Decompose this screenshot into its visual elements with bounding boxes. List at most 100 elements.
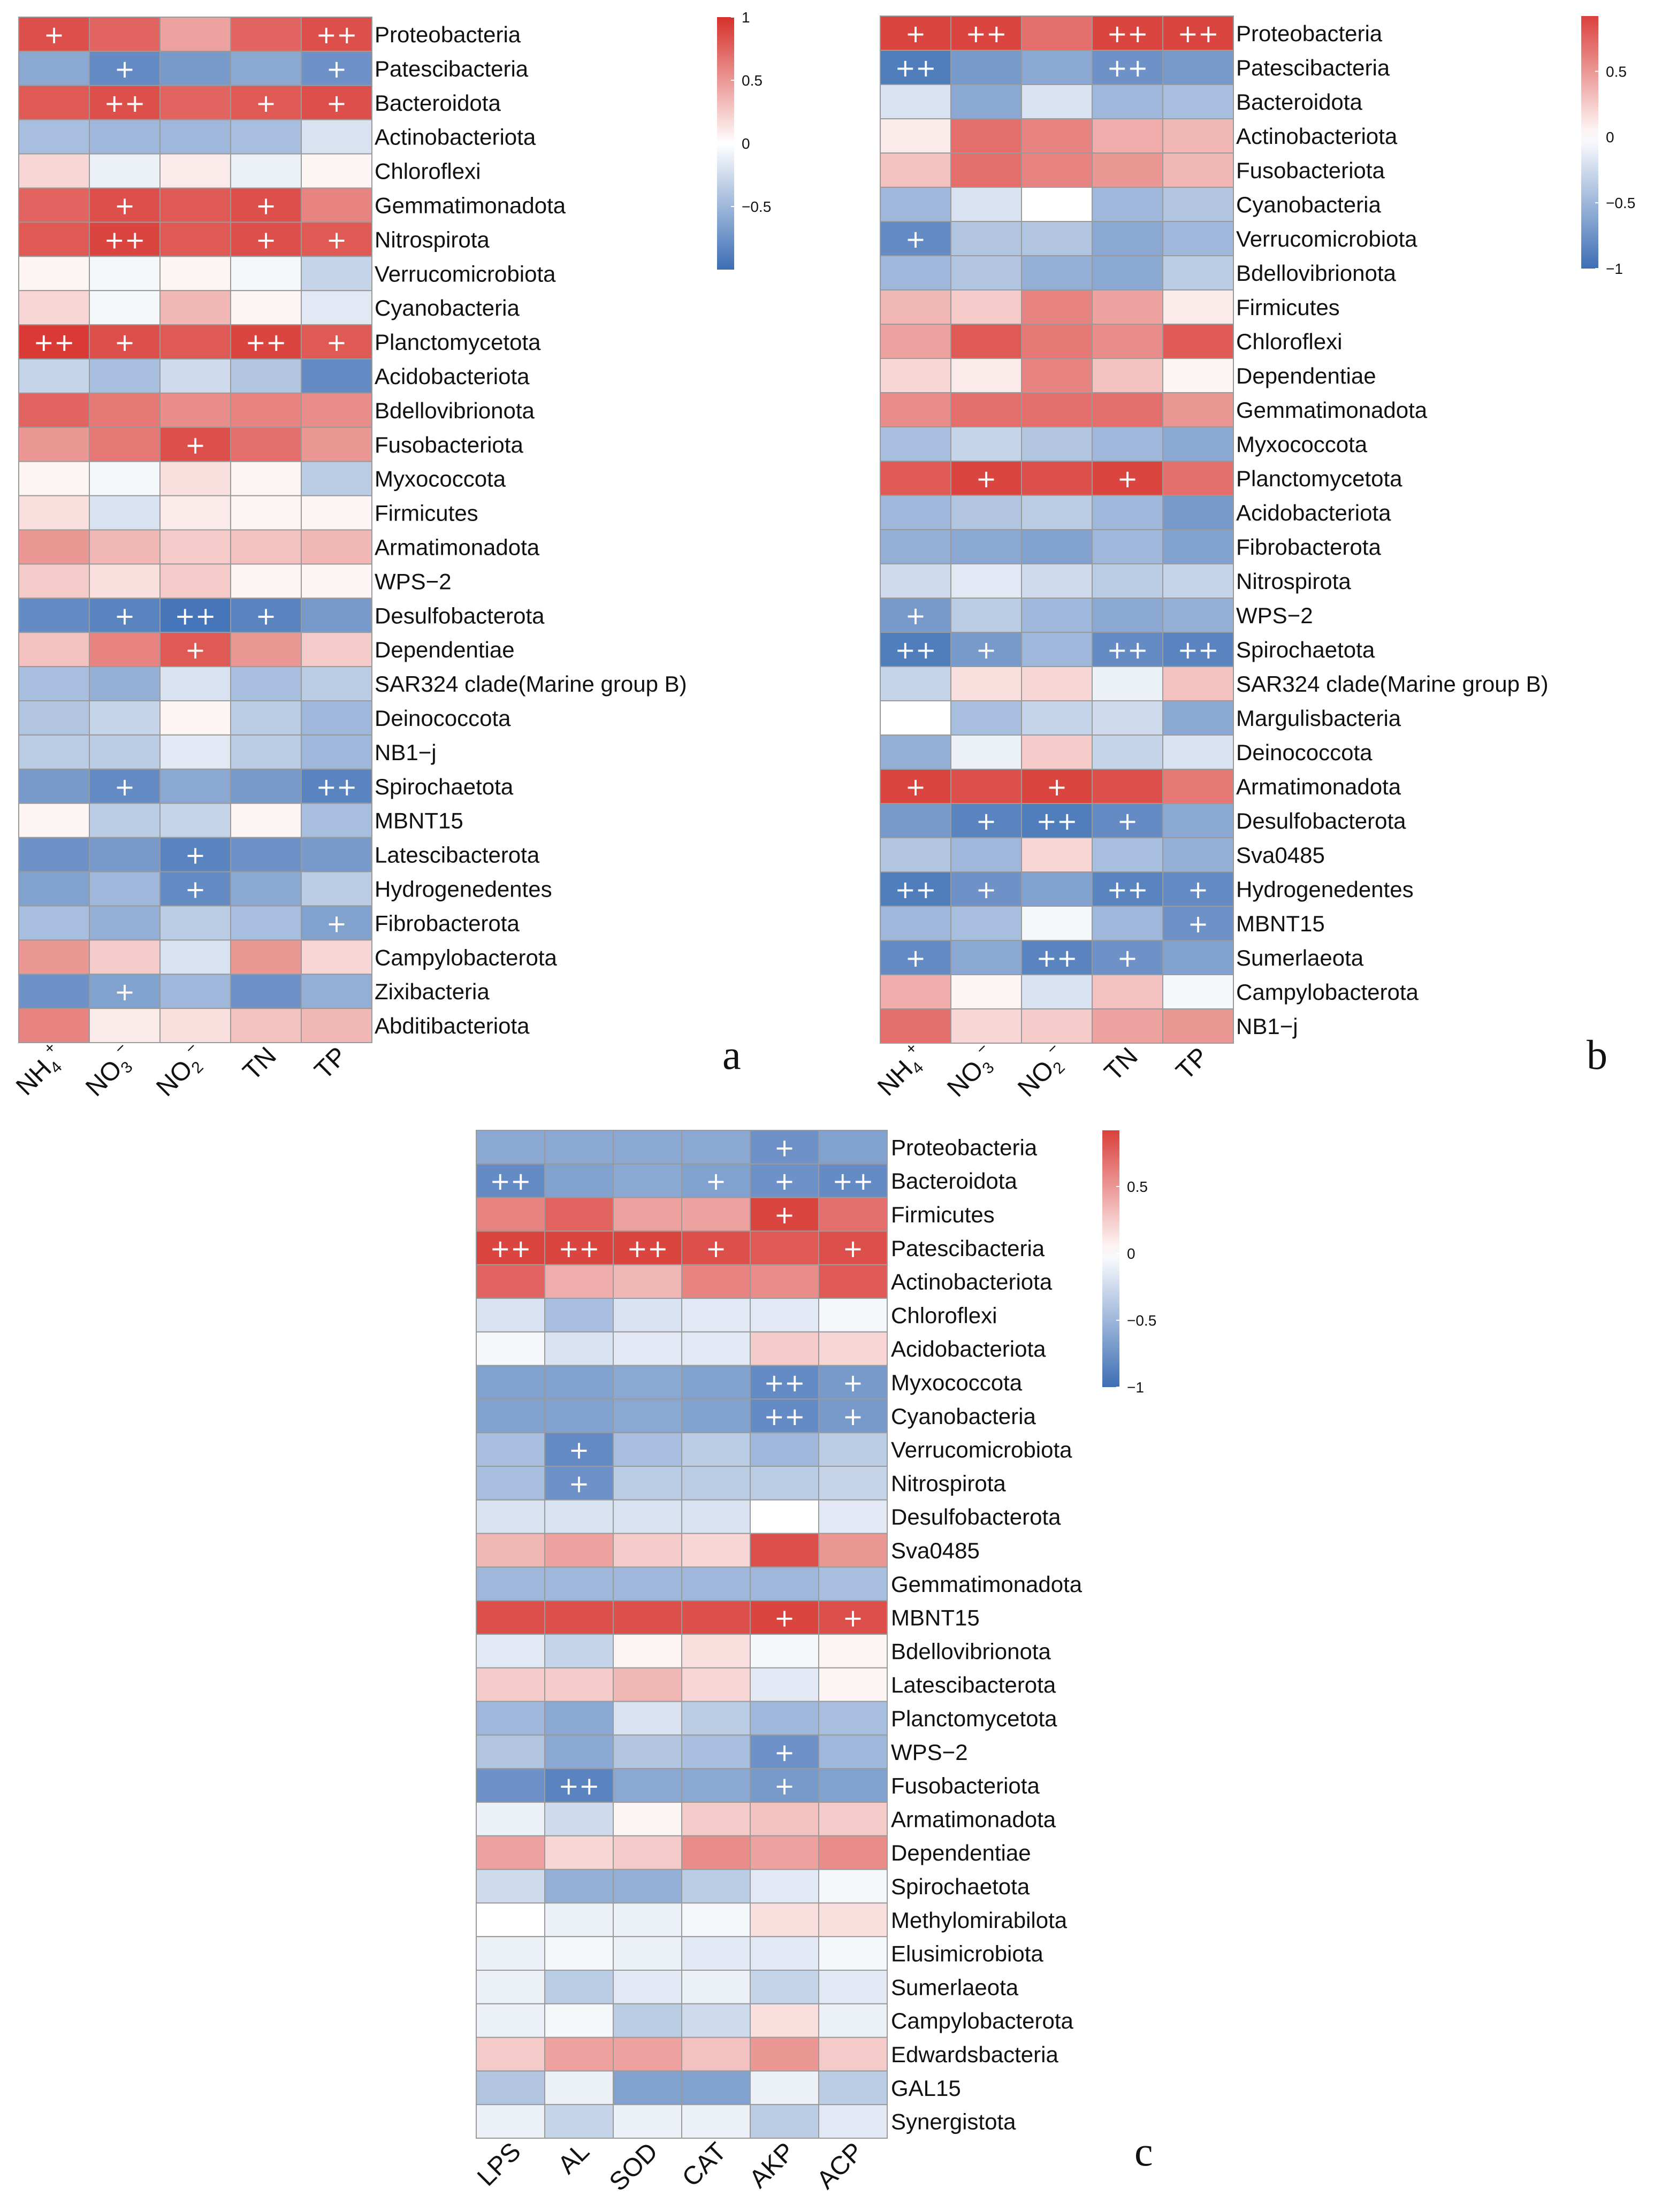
heatmap-cell [476, 1936, 545, 1971]
heatmap-cell [544, 2003, 614, 2038]
significance-mark: + [976, 636, 997, 664]
heatmap-cell [818, 1634, 888, 1668]
panel-letter: a [722, 1031, 741, 1078]
heatmap-cell [476, 2070, 545, 2106]
heatmap-cell [301, 426, 372, 462]
heatmap-cell [301, 119, 372, 155]
heatmap-cell [1021, 529, 1093, 564]
heatmap-cell [880, 255, 951, 290]
heatmap-cell [230, 632, 302, 668]
significance-mark: + [706, 1234, 727, 1263]
heatmap-cell [1162, 255, 1234, 290]
heatmap-cell [89, 256, 161, 292]
row-label: Sumerlaeota [1236, 945, 1364, 970]
heatmap-cell [544, 1970, 614, 2004]
heatmap-cell [476, 1734, 545, 1770]
significance-mark: + [326, 909, 347, 938]
significance-mark: + [843, 1604, 864, 1633]
row-label: Fusobacteriota [1236, 158, 1385, 183]
heatmap-cell [750, 1230, 819, 1266]
heatmap-cell [1162, 700, 1234, 736]
significance-mark: + [905, 944, 926, 973]
heatmap-cell [476, 1398, 545, 1434]
row-label: Planctomycetota [891, 1706, 1057, 1731]
row-label: Sva0485 [1236, 843, 1325, 868]
heatmap-cell [476, 1130, 545, 1165]
significance-mark: ++ [245, 328, 286, 357]
heatmap-cell [18, 187, 90, 223]
heatmap-cell [750, 1600, 819, 1635]
heatmap-cell [89, 17, 161, 52]
significance-mark: + [115, 328, 135, 357]
heatmap-cell [750, 1331, 819, 1366]
significance-mark: + [774, 1604, 795, 1633]
heatmap-cell [230, 358, 302, 394]
heatmap-cell [1162, 1008, 1234, 1044]
row-label: Patescibacteria [375, 56, 529, 81]
heatmap-cell [950, 940, 1022, 975]
heatmap-cell [613, 1835, 682, 1870]
significance-mark: ++ [895, 636, 936, 664]
heatmap-cell [544, 1902, 614, 1938]
heatmap-cell [18, 598, 90, 633]
row-label: Sumerlaeota [891, 1974, 1019, 2000]
heatmap-cell [1162, 50, 1234, 85]
row-label: Synergistota [891, 2109, 1016, 2134]
heatmap-cell [750, 1499, 819, 1534]
heatmap-cell [159, 1008, 231, 1043]
heatmap-cell [818, 2104, 888, 2139]
heatmap-cell [950, 734, 1022, 770]
heatmap-cell [230, 495, 302, 531]
heatmap-cell [613, 1331, 682, 1366]
heatmap-cell [544, 1432, 614, 1467]
row-label: Nitrospirota [1236, 569, 1351, 594]
heatmap-cell [818, 1432, 888, 1467]
row-label: Dependentiae [891, 1840, 1031, 1865]
row-label: Nitrospirota [891, 1471, 1006, 1496]
row-label: Latescibacterota [375, 843, 540, 868]
heatmap-cell [613, 2070, 682, 2106]
heatmap-cell [1162, 734, 1234, 770]
heatmap-cell [544, 1600, 614, 1635]
heatmap-cell [544, 1298, 614, 1333]
heatmap-cell [230, 598, 302, 633]
heatmap-cell [301, 598, 372, 633]
heatmap-cell [950, 563, 1022, 599]
heatmap-cell [1092, 974, 1163, 1009]
heatmap-cell [613, 2037, 682, 2072]
heatmap-cell [750, 2037, 819, 2072]
heatmap-cell [880, 16, 951, 51]
heatmap-cell [89, 802, 161, 838]
heatmap-cell [1021, 16, 1093, 51]
heatmap-cell [880, 1008, 951, 1044]
heatmap-cell [18, 256, 90, 292]
heatmap-cell [1092, 803, 1163, 838]
heatmap-cell [880, 769, 951, 804]
heatmap-cell [476, 1634, 545, 1668]
heatmap-cell [1021, 871, 1093, 907]
heatmap-cell [880, 666, 951, 701]
legend-tick-label: 0 [1127, 1245, 1135, 1262]
heatmap-cell [1162, 803, 1234, 838]
significance-mark: ++ [895, 875, 936, 904]
heatmap-cell [544, 1936, 614, 1971]
significance-mark: + [774, 1133, 795, 1162]
heatmap-cell [681, 1331, 751, 1366]
heatmap-cell [950, 289, 1022, 325]
heatmap-cell [1092, 632, 1163, 667]
heatmap-cell [544, 1566, 614, 1602]
heatmap-cell [1162, 563, 1234, 599]
heatmap-cell [89, 324, 161, 359]
heatmap-cell [880, 358, 951, 393]
heatmap-cell [950, 392, 1022, 427]
row-label: Desulfobacterota [891, 1504, 1061, 1529]
significance-mark: + [706, 1167, 727, 1196]
heatmap-cell [544, 1365, 614, 1400]
heatmap-cell [301, 768, 372, 804]
significance-mark: + [905, 601, 926, 630]
heatmap-cell [681, 1902, 751, 1938]
significance-mark: + [115, 601, 135, 630]
row-label: Dependentiae [375, 637, 515, 662]
significance-mark: ++ [104, 225, 145, 254]
